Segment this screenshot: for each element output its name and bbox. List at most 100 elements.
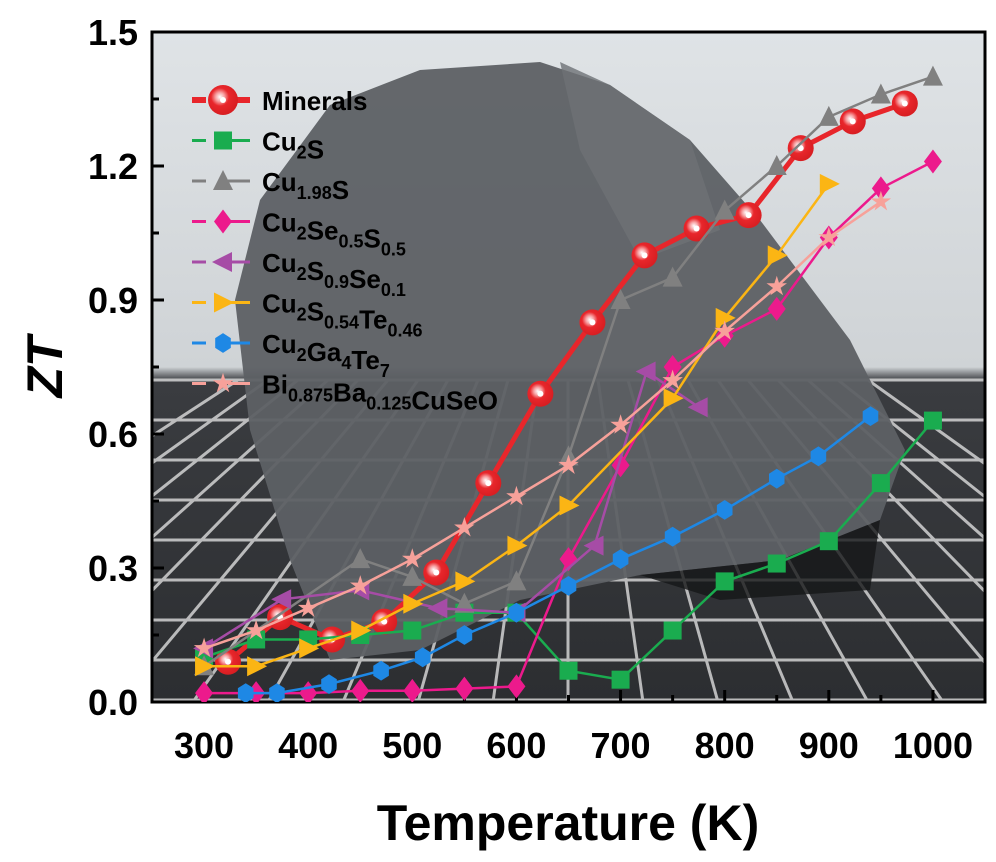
data-point	[195, 656, 216, 677]
legend-label: Cu2Ga4Te7	[262, 329, 390, 381]
data-point	[245, 619, 267, 640]
data-point	[507, 674, 526, 699]
legend-label: Cu2S0.9Se0.1	[262, 248, 406, 300]
data-point	[735, 202, 762, 229]
legend-item: Cu2Ga4Te7	[192, 329, 390, 381]
legend-marker-icon	[212, 372, 234, 393]
legend-item: Cu1.98S	[192, 167, 349, 205]
series-Cu1.98S	[194, 65, 943, 676]
data-point	[662, 369, 683, 390]
data-point	[454, 592, 475, 613]
data-point	[195, 681, 214, 702]
x-tick-label: 600	[486, 725, 546, 766]
legend-label: Cu2S	[262, 127, 324, 165]
y-tick-label: 0.6	[88, 414, 138, 455]
data-point	[870, 190, 892, 211]
y-axis-label: ZT	[17, 332, 73, 400]
data-point	[891, 90, 918, 117]
data-point	[610, 289, 631, 309]
data-point	[350, 548, 371, 569]
data-point	[583, 535, 604, 556]
legend-marker-icon	[212, 252, 232, 272]
data-point	[247, 656, 268, 677]
data-point	[559, 661, 578, 680]
series-line	[245, 415, 872, 695]
data-point	[687, 397, 708, 418]
data-point	[664, 526, 681, 547]
data-point	[414, 647, 431, 668]
legend: Minerals Cu2SCu1.98SCu2Se0.5S0.5Cu2S0.9Se…	[192, 85, 498, 416]
legend-item: Bi0.875Ba0.125CuSeO	[192, 370, 498, 416]
data-point	[612, 549, 629, 569]
data-point	[769, 468, 785, 489]
x-tick-label: 1000	[893, 725, 973, 766]
data-point	[631, 242, 658, 269]
data-point	[716, 500, 733, 520]
data-point	[475, 470, 502, 497]
legend-label: Minerals	[262, 86, 368, 116]
legend-label: Cu2Se0.5S0.5	[262, 208, 406, 260]
series-Bi0.875Ba0.125CuSeO	[193, 190, 892, 658]
data-point	[810, 446, 827, 467]
data-point	[787, 135, 814, 162]
x-tick-label: 700	[591, 725, 651, 766]
data-point	[715, 572, 734, 591]
legend-item: Cu2S	[192, 127, 324, 165]
data-point	[373, 660, 389, 681]
y-tick-label: 0.3	[88, 548, 138, 589]
data-point	[766, 155, 787, 175]
data-point	[611, 670, 630, 689]
data-point	[455, 571, 476, 592]
legend-marker-icon	[215, 333, 231, 353]
data-point	[423, 559, 450, 586]
data-point	[271, 589, 292, 610]
data-point	[871, 474, 890, 493]
legend-marker-icon	[214, 209, 232, 234]
data-point	[870, 83, 891, 104]
data-point	[819, 532, 838, 551]
legend-marker-icon	[214, 131, 232, 150]
data-point	[560, 576, 577, 596]
data-point	[455, 676, 474, 701]
data-point	[508, 602, 525, 623]
data-point	[351, 678, 370, 702]
series-line	[203, 200, 882, 650]
legend-marker-icon	[214, 292, 234, 313]
legend-item: Cu2S0.9Se0.1	[192, 248, 406, 300]
data-point	[610, 414, 631, 434]
series-Cu2Se0.5S0.5	[195, 149, 942, 702]
data-point	[818, 105, 839, 126]
series-Cu2S0.54Te0.46	[195, 173, 840, 677]
data-point	[321, 674, 337, 694]
data-point	[402, 565, 423, 586]
data-point	[506, 570, 527, 591]
x-tick-label: 800	[695, 725, 755, 766]
data-point	[818, 226, 840, 247]
data-point	[663, 388, 684, 409]
x-tick-label: 900	[799, 725, 859, 766]
data-point	[635, 361, 656, 382]
data-point	[663, 621, 682, 640]
data-point	[297, 597, 319, 617]
x-axis-label: Temperature (K)	[377, 795, 759, 851]
data-point	[579, 309, 606, 336]
y-tick-label: 1.2	[88, 146, 138, 187]
data-point	[683, 215, 710, 242]
data-point	[269, 683, 285, 702]
legend-marker-icon	[213, 170, 233, 190]
data-point	[299, 681, 318, 702]
data-point	[923, 411, 942, 430]
y-tick-label: 0.9	[88, 280, 138, 321]
data-point	[715, 307, 736, 328]
data-point	[839, 108, 866, 135]
data-point	[767, 245, 788, 266]
data-point	[351, 620, 372, 641]
x-tick-label: 300	[174, 725, 234, 766]
data-point	[862, 406, 879, 426]
data-point	[456, 625, 473, 645]
data-point	[819, 173, 840, 194]
legend-item: Cu2S0.54Te0.46	[192, 289, 423, 341]
legend-label: Cu1.98S	[262, 167, 349, 205]
series-Cu2Ga4Te7	[237, 406, 879, 702]
